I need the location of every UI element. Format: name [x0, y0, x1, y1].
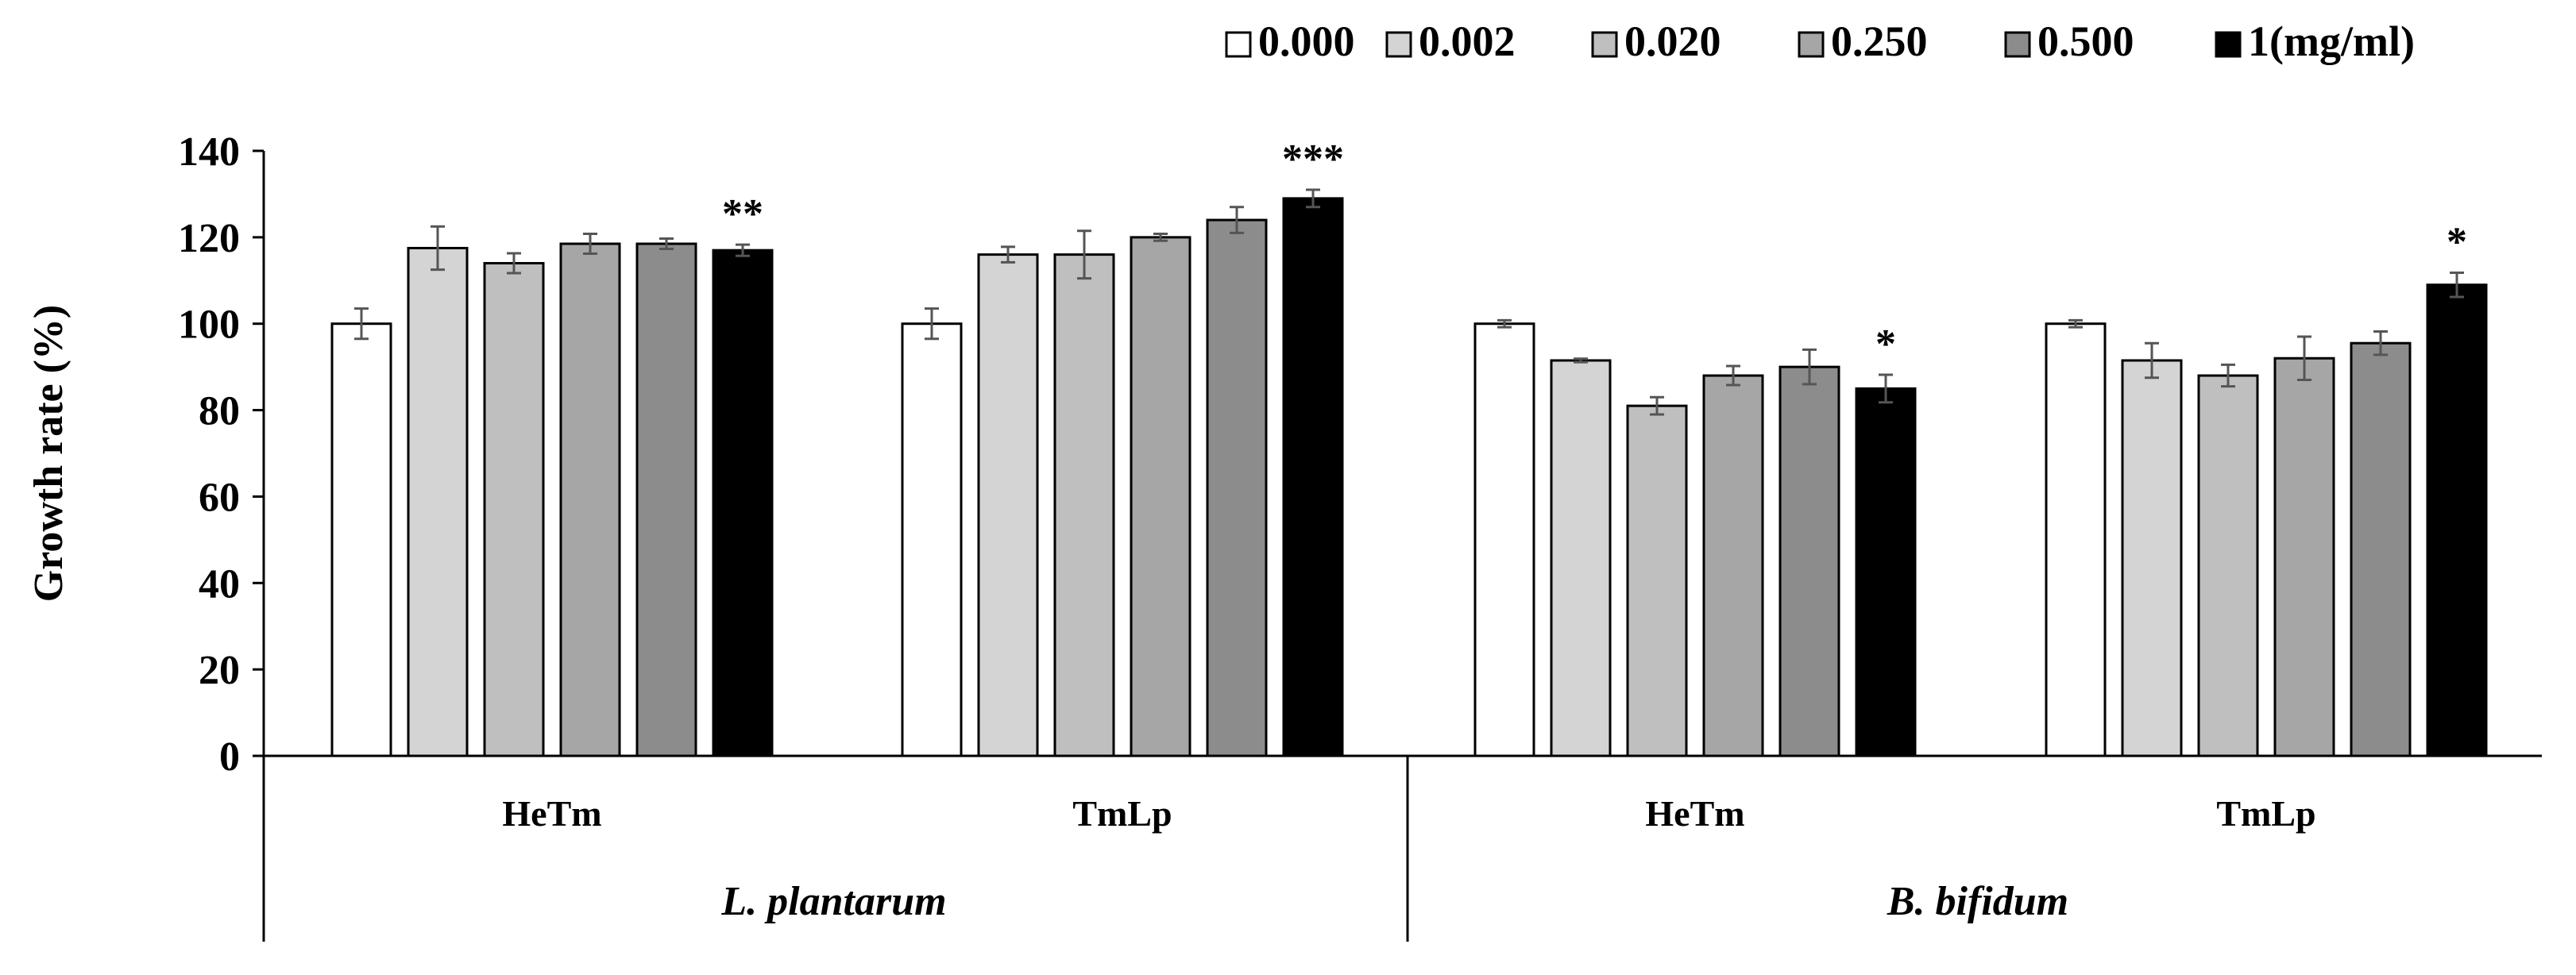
x-category-label: TmLp — [2216, 793, 2315, 834]
bar — [559, 242, 621, 757]
legend-label: 0.500 — [2037, 17, 2134, 65]
legend-swatch — [1385, 31, 1412, 58]
bar — [1855, 387, 1917, 757]
axes: Growth rate (%) 0 20 40 60 80 100 120 140 — [26, 129, 2542, 942]
x-category-label: HeTm — [502, 793, 601, 834]
y-tick-label: 40 — [199, 561, 240, 607]
x-category-label: HeTm — [1645, 793, 1744, 834]
bar — [330, 322, 392, 757]
bar — [1282, 197, 1344, 757]
legend-swatch — [1225, 31, 1252, 58]
legend-label: 0.020 — [1624, 17, 1721, 65]
bar — [1130, 236, 1191, 757]
legend-swatch — [2004, 31, 2031, 58]
significance-label: *** — [1282, 137, 1344, 182]
y-tick-label: 20 — [199, 648, 240, 693]
x-category-label: TmLp — [1072, 793, 1172, 834]
x-group-label: B. bifidum — [1887, 879, 2068, 924]
bar — [901, 322, 963, 757]
bars — [330, 188, 2488, 757]
x-group-label: L. plantarum — [720, 879, 946, 924]
bar — [1702, 374, 1764, 757]
legend-label: 0.002 — [1419, 17, 1516, 65]
bar — [2045, 322, 2107, 757]
significance-label: * — [2447, 219, 2467, 264]
bar — [977, 253, 1039, 757]
legend-label: 0.250 — [1831, 17, 1928, 65]
y-tick-label: 80 — [199, 389, 240, 434]
legend-swatch — [2215, 31, 2242, 58]
bar — [1053, 253, 1115, 757]
bar — [712, 249, 774, 757]
bar — [1626, 404, 1688, 757]
significance-label: ** — [722, 191, 763, 237]
y-tick-label: 60 — [199, 475, 240, 520]
bar — [1206, 218, 1268, 757]
bar — [1550, 359, 1612, 757]
y-axis-title: Growth rate (%) — [26, 305, 71, 603]
legend-label: 0.000 — [1258, 17, 1355, 65]
bar — [2121, 359, 2183, 757]
y-tick-label: 100 — [178, 303, 240, 348]
legend-label: 1(mg/ml) — [2248, 17, 2415, 65]
y-tick-label: 0 — [219, 734, 240, 780]
bar — [2197, 374, 2259, 757]
bar — [483, 262, 545, 757]
bar — [1473, 322, 1535, 757]
bar — [635, 242, 697, 757]
bar — [2350, 341, 2412, 757]
bar — [407, 246, 469, 757]
bar — [2273, 356, 2335, 757]
y-tick-label: 120 — [178, 216, 240, 261]
legend: 0.000 0.002 0.020 0.250 0.500 1(mg/ml) — [1225, 17, 2415, 65]
y-tick-label: 140 — [178, 129, 240, 175]
bar — [2426, 283, 2488, 757]
significance-label: * — [1875, 322, 1896, 367]
bar — [1778, 365, 1840, 757]
legend-swatch — [1798, 31, 1825, 58]
legend-swatch — [1591, 31, 1618, 58]
